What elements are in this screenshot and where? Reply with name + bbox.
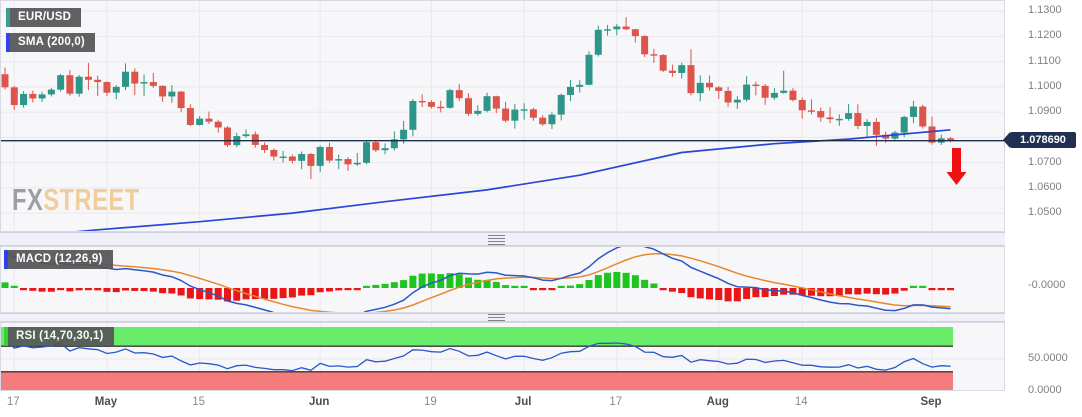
x-axis-tick-label: Aug xyxy=(706,396,729,408)
price-axis-label: 1.0700 xyxy=(1028,155,1062,168)
rsi-badge[interactable]: RSI (14,70,30,1) xyxy=(4,327,114,346)
drag-handle-icon[interactable] xyxy=(488,314,505,324)
x-axis-tick-label: Jul xyxy=(514,396,532,408)
rsi-axis-label: 0.0000 xyxy=(1028,384,1062,396)
sma-accent-bar xyxy=(6,33,10,52)
price-axis-label: 1.1300 xyxy=(1028,4,1062,17)
panel-separator[interactable] xyxy=(0,313,1005,324)
sma-label: SMA (200,0) xyxy=(10,33,95,52)
symbol-accent-bar xyxy=(6,8,10,27)
x-axis-tick-label: 17 xyxy=(6,396,20,408)
x-axis-tick-label: Sep xyxy=(920,396,942,408)
down-arrow-annotation xyxy=(946,148,967,185)
x-axis-tick-label: 14 xyxy=(794,396,808,408)
panel-separator[interactable] xyxy=(0,232,1005,246)
price-axis-label: 1.1000 xyxy=(1028,79,1062,92)
macd-accent-bar xyxy=(4,250,8,269)
rsi-label: RSI (14,70,30,1) xyxy=(8,327,114,346)
price-panel[interactable] xyxy=(0,0,1005,232)
price-axis-label: 1.0900 xyxy=(1028,105,1062,118)
sma-badge[interactable]: SMA (200,0) xyxy=(6,33,95,52)
price-axis-label: 1.1100 xyxy=(1028,54,1061,67)
last-price-badge: 1.078690 xyxy=(1003,132,1076,148)
x-axis-tick-label: Jun xyxy=(308,396,330,408)
x-axis-tick-label: May xyxy=(94,396,118,408)
macd-label: MACD (12,26,9) xyxy=(8,250,113,269)
symbol-label: EUR/USD xyxy=(10,8,82,27)
macd-axis-label: -0.0000 xyxy=(1028,279,1066,291)
watermark-fx: FX xyxy=(12,183,44,217)
price-axis-label: 1.1200 xyxy=(1028,29,1062,42)
price-axis-label: 1.0500 xyxy=(1028,206,1062,219)
x-axis-tick-label: 17 xyxy=(609,396,623,408)
fxstreet-watermark: FXSTREET xyxy=(12,183,140,218)
drag-handle-icon[interactable] xyxy=(488,235,505,245)
watermark-street: STREET xyxy=(43,183,140,217)
rsi-axis-label: 50.0000 xyxy=(1028,352,1068,364)
price-axis-label: 1.0600 xyxy=(1028,180,1062,193)
rsi-accent-bar xyxy=(4,327,8,346)
x-axis-tick-label: 19 xyxy=(424,396,437,408)
x-axis-tick-label: 15 xyxy=(192,396,206,408)
rsi-panel[interactable] xyxy=(0,322,1005,391)
symbol-badge[interactable]: EUR/USD xyxy=(6,8,82,27)
macd-badge[interactable]: MACD (12,26,9) xyxy=(4,250,113,269)
macd-panel[interactable] xyxy=(0,246,1005,313)
